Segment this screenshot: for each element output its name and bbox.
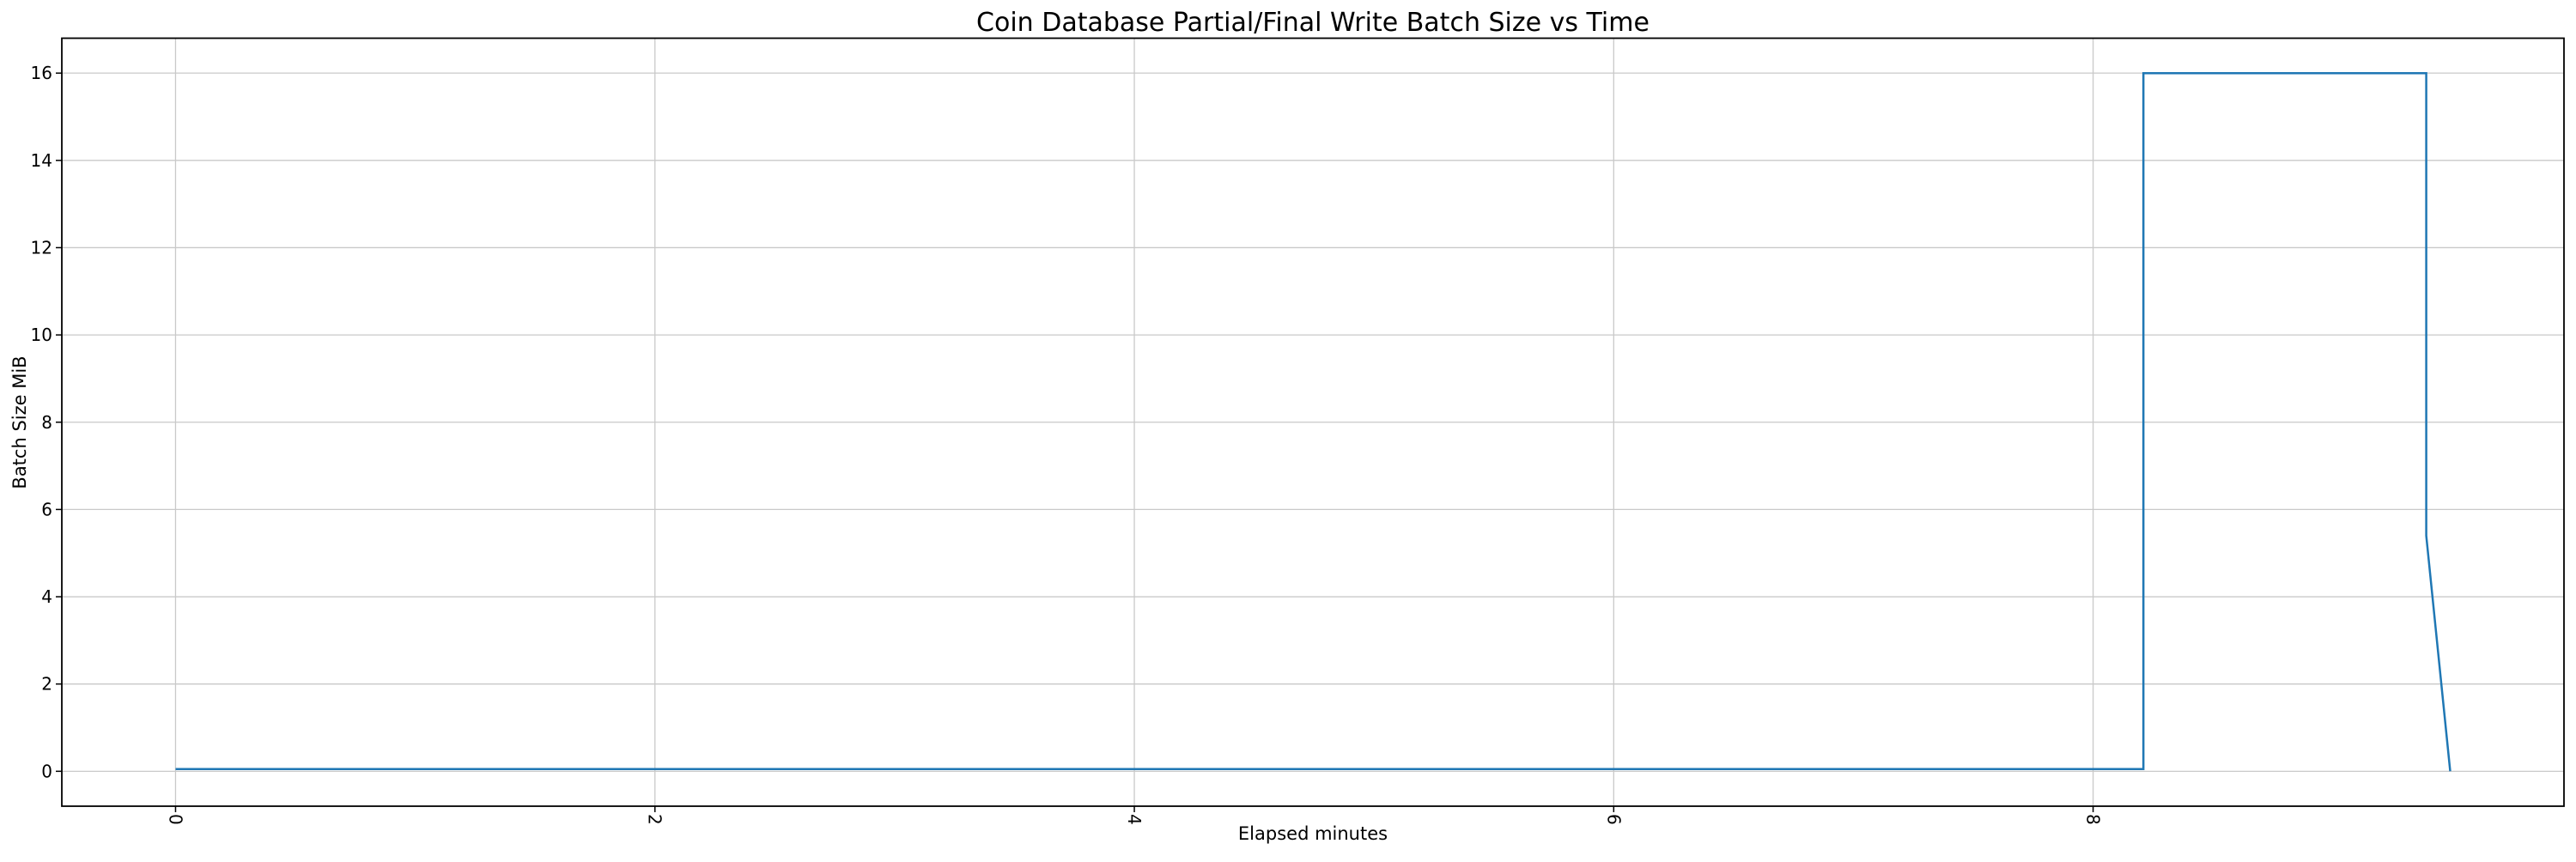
y-tick-label: 12: [31, 237, 52, 258]
series-layer: [175, 71, 2451, 772]
y-tick-label: 0: [41, 761, 52, 781]
y-tick-label: 16: [31, 63, 52, 83]
y-tick-label: 6: [41, 499, 52, 519]
chart-title: Coin Database Partial/Final Write Batch …: [976, 8, 1649, 38]
y-tick-label: 14: [31, 150, 52, 171]
x-tick-label: 0: [165, 814, 185, 825]
y-tick-label: 4: [41, 586, 52, 607]
gridlines: [62, 38, 2564, 806]
x-tick-label: 8: [2083, 814, 2104, 825]
x-tick-label: 6: [1603, 814, 1624, 825]
y-axis-label: Batch Size MiB: [9, 355, 30, 489]
x-tick-label: 4: [1124, 814, 1145, 825]
x-axis-label: Elapsed minutes: [1238, 823, 1388, 844]
tick-labels: 0 2 4 6 8 0 2 4 6 8 10 12 14 16: [31, 63, 2104, 825]
y-tick-label: 8: [41, 412, 52, 433]
tick-marks: [56, 72, 2094, 812]
y-tick-label: 10: [31, 325, 52, 345]
x-tick-label: 2: [645, 814, 665, 825]
y-tick-label: 2: [41, 674, 52, 695]
series-line-write-batch-size: [175, 71, 2451, 772]
